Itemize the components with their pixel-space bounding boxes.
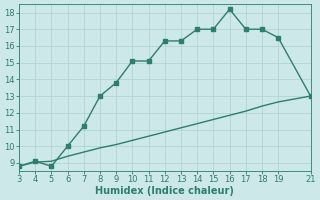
X-axis label: Humidex (Indice chaleur): Humidex (Indice chaleur) <box>95 186 234 196</box>
